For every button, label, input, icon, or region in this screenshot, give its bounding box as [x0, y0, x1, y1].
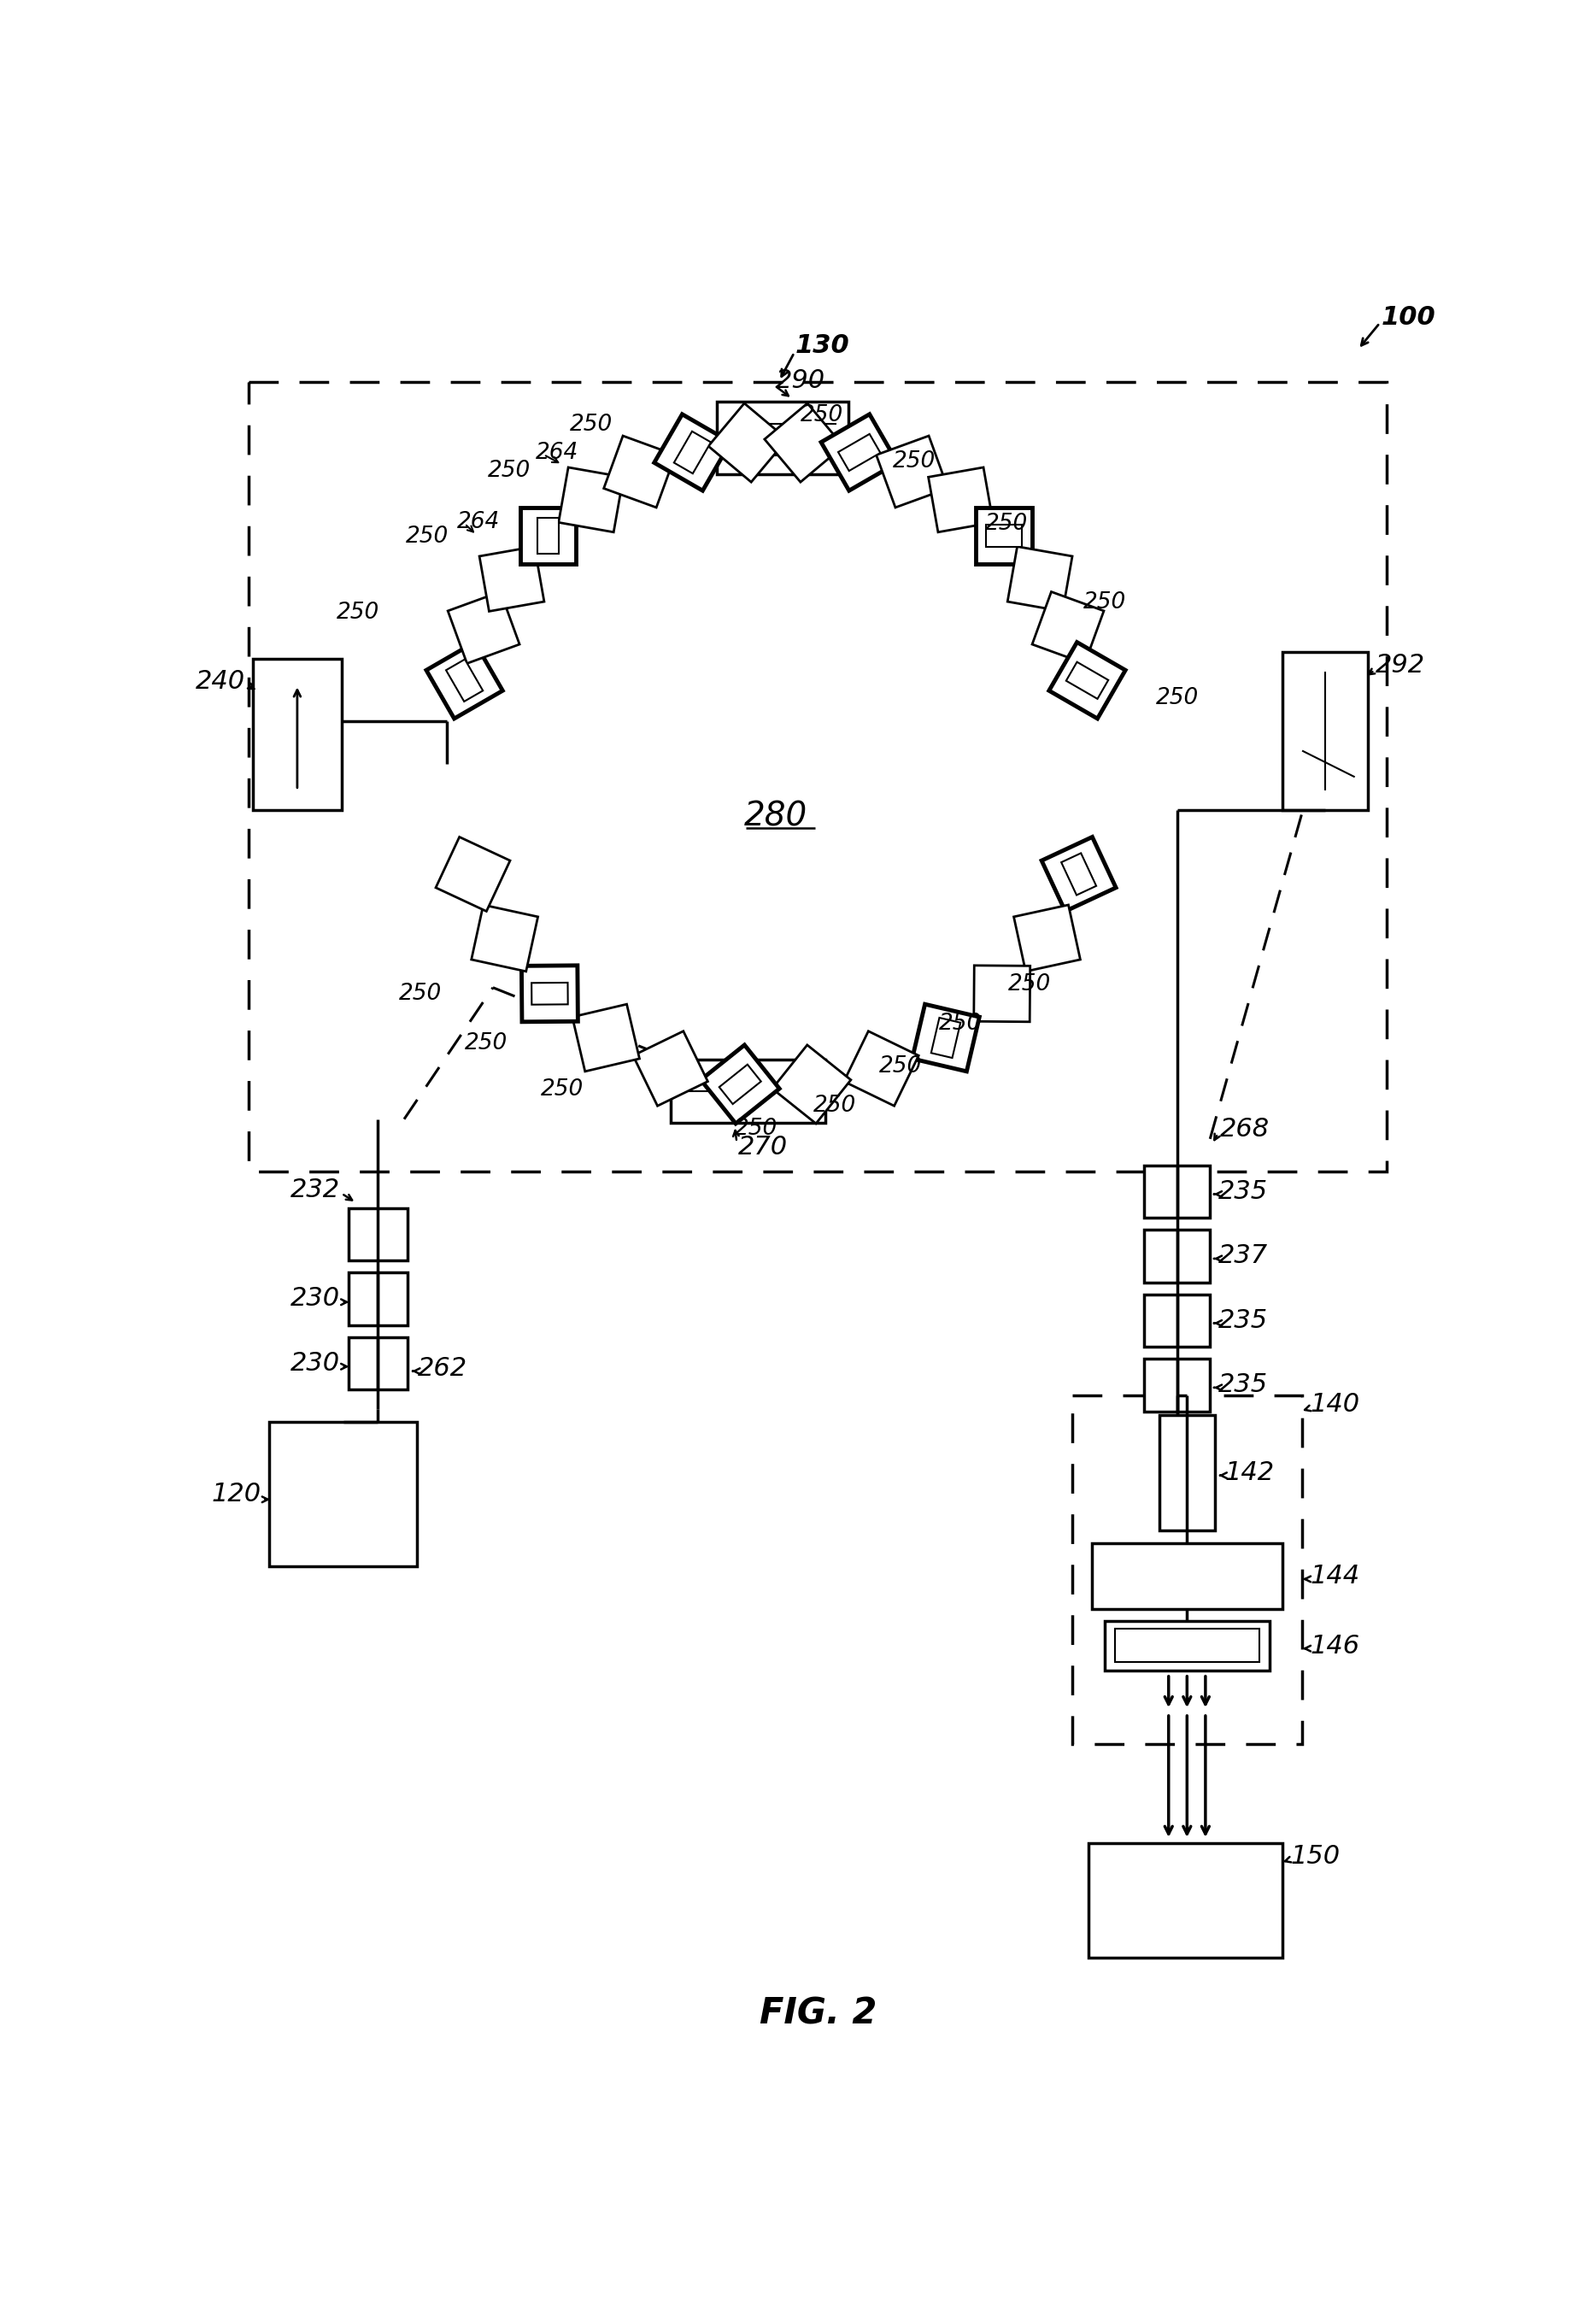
Polygon shape: [986, 524, 1021, 547]
Bar: [717, 402, 847, 475]
Text: 150: 150: [1290, 1844, 1341, 1869]
Text: 120: 120: [212, 1482, 262, 1507]
Text: FIG. 2: FIG. 2: [760, 1996, 876, 2031]
Text: 250: 250: [399, 983, 442, 1006]
Text: 146: 146: [1310, 1634, 1360, 1657]
Text: 250: 250: [1007, 974, 1050, 995]
Text: 130: 130: [795, 335, 851, 358]
Polygon shape: [674, 432, 710, 473]
Bar: [670, 1059, 825, 1122]
Polygon shape: [1066, 662, 1108, 699]
Bar: [1144, 1359, 1210, 1410]
Bar: [1088, 1842, 1283, 1957]
Text: 264: 264: [456, 510, 500, 533]
Polygon shape: [876, 436, 948, 508]
Polygon shape: [930, 1018, 961, 1057]
Text: 250: 250: [541, 1078, 584, 1101]
Bar: [1144, 1166, 1210, 1219]
Bar: [1073, 1396, 1302, 1745]
Text: 292: 292: [1376, 653, 1425, 679]
Polygon shape: [603, 436, 675, 508]
Text: 250: 250: [892, 450, 935, 473]
Polygon shape: [974, 965, 1029, 1022]
Text: 250: 250: [985, 512, 1028, 535]
Polygon shape: [573, 1004, 640, 1071]
Bar: [249, 383, 1387, 1172]
Bar: [1283, 651, 1368, 810]
Polygon shape: [531, 983, 568, 1004]
Text: 250: 250: [570, 413, 613, 436]
Bar: [1092, 1544, 1283, 1609]
Polygon shape: [844, 1032, 919, 1106]
Polygon shape: [720, 1064, 761, 1103]
Text: 250: 250: [1156, 688, 1199, 709]
Text: 250: 250: [464, 1032, 508, 1055]
Polygon shape: [1042, 838, 1116, 912]
Polygon shape: [1049, 642, 1125, 718]
Polygon shape: [820, 413, 897, 492]
Polygon shape: [448, 591, 520, 662]
Text: 250: 250: [801, 404, 843, 427]
Text: 235: 235: [1218, 1309, 1267, 1334]
Bar: [348, 1272, 407, 1325]
Polygon shape: [536, 517, 559, 554]
Polygon shape: [838, 434, 881, 471]
Text: 250: 250: [814, 1094, 857, 1117]
Bar: [348, 1336, 407, 1389]
Text: 140: 140: [1310, 1392, 1360, 1417]
Text: 264: 264: [536, 441, 579, 464]
Bar: [252, 658, 342, 810]
Text: 230: 230: [290, 1286, 340, 1311]
Text: 240: 240: [195, 669, 244, 695]
Polygon shape: [1013, 905, 1080, 972]
Polygon shape: [426, 642, 503, 718]
Text: 250: 250: [1084, 591, 1127, 614]
Text: 232: 232: [290, 1177, 340, 1202]
Bar: [1159, 1415, 1215, 1530]
Polygon shape: [445, 660, 484, 702]
Bar: [1144, 1295, 1210, 1348]
Bar: [348, 1207, 407, 1260]
Text: 235: 235: [1218, 1179, 1267, 1205]
Polygon shape: [701, 1046, 779, 1124]
Text: 250: 250: [337, 602, 380, 623]
Text: 262: 262: [417, 1357, 468, 1380]
Bar: [1104, 1620, 1269, 1671]
Polygon shape: [522, 965, 578, 1022]
Bar: [1114, 1629, 1259, 1662]
Polygon shape: [772, 1046, 851, 1124]
Text: 230: 230: [290, 1350, 340, 1376]
Polygon shape: [709, 404, 787, 482]
Bar: [1144, 1230, 1210, 1283]
Text: 270: 270: [737, 1136, 788, 1161]
Text: 280: 280: [744, 801, 808, 833]
Text: 235: 235: [1218, 1373, 1267, 1396]
Polygon shape: [1033, 591, 1104, 662]
Bar: [270, 1422, 417, 1567]
Polygon shape: [471, 905, 538, 972]
Polygon shape: [559, 466, 624, 533]
Text: 250: 250: [488, 459, 531, 482]
Polygon shape: [1061, 854, 1096, 896]
Polygon shape: [913, 1004, 980, 1071]
Polygon shape: [634, 1032, 707, 1106]
Text: 250: 250: [879, 1055, 922, 1078]
Text: 237: 237: [1218, 1244, 1267, 1269]
Text: 250: 250: [938, 1013, 982, 1034]
Polygon shape: [1007, 547, 1073, 612]
Text: 100: 100: [1381, 305, 1435, 330]
Text: 290: 290: [776, 369, 825, 392]
Polygon shape: [764, 404, 843, 482]
Polygon shape: [479, 547, 544, 612]
Text: 144: 144: [1310, 1565, 1360, 1588]
Polygon shape: [654, 413, 731, 492]
Polygon shape: [975, 508, 1031, 563]
Text: 250: 250: [405, 526, 448, 547]
Polygon shape: [436, 838, 511, 912]
Text: 250: 250: [734, 1117, 777, 1140]
Text: 268: 268: [1219, 1117, 1269, 1142]
Polygon shape: [520, 508, 576, 563]
Text: 142: 142: [1224, 1461, 1275, 1486]
Polygon shape: [929, 466, 993, 533]
